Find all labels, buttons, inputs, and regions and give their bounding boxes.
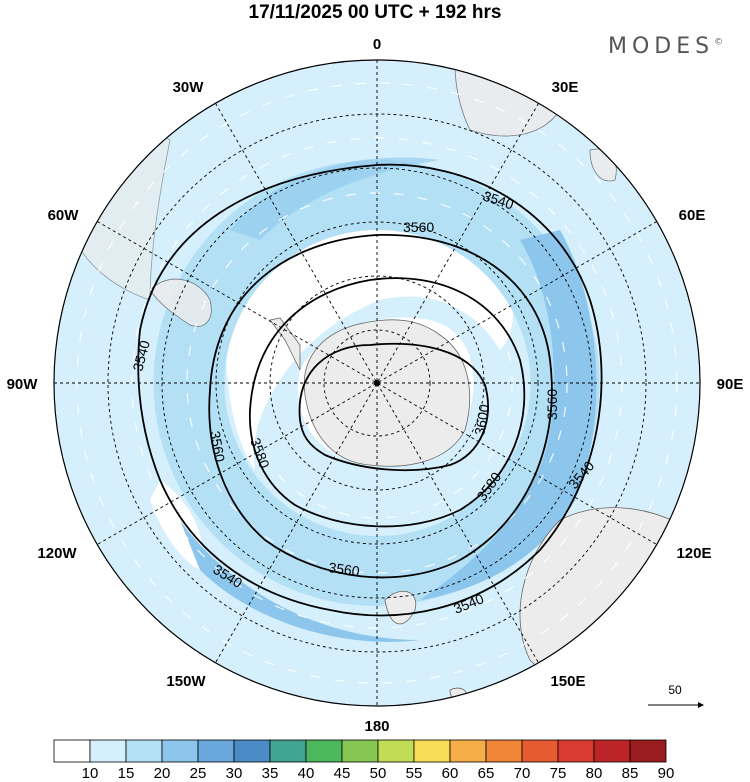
contour-3540 [137, 163, 603, 617]
colorbar-tick-label: 15 [118, 765, 135, 782]
contour-3560 [208, 234, 553, 579]
lon-label-90w: 90W [7, 376, 39, 393]
colorbar-swatch [485, 739, 523, 763]
contour-label: 3600 [471, 403, 492, 437]
colorbar-swatch [557, 739, 595, 763]
wind-reference-label: 50 [668, 683, 682, 697]
contour-label: 3560 [328, 559, 361, 579]
modes-logo: MODES© [608, 34, 723, 59]
colorbar-tick-label: 60 [442, 765, 459, 782]
lon-label-120e: 120E [676, 545, 711, 562]
south-pole-marker [374, 380, 380, 386]
contour-label: 3560 [544, 389, 560, 420]
colorbar-swatch [593, 739, 631, 763]
wind-speed-band-10 [226, 197, 514, 471]
colorbar-tick-label: 25 [190, 765, 207, 782]
antarctica [303, 319, 471, 467]
height-contours [137, 163, 603, 617]
map-title: 17/11/2025 00 UTC + 192 hrs [248, 2, 502, 23]
wind-reference: 50 [648, 683, 704, 708]
colorbar-swatch [233, 739, 271, 763]
colorbar-swatch [161, 739, 199, 763]
colorbar-swatch [377, 739, 415, 763]
colorbar-tick-label: 35 [262, 765, 279, 782]
wind-speed-band-10 [150, 480, 203, 570]
colorbar-swatch [629, 739, 667, 763]
lon-label-30e: 30E [552, 79, 579, 96]
colorbar-tick-label: 30 [226, 765, 243, 782]
colorbar-tick-label: 20 [154, 765, 171, 782]
colorbar-tick-label: 90 [658, 765, 675, 782]
contour-label: 3560 [403, 219, 434, 235]
colorbar-swatch [521, 739, 559, 763]
colorbar-tick-label: 10 [82, 765, 99, 782]
australia [519, 507, 694, 703]
colorbar-swatch [89, 739, 127, 763]
colorbar-tick-label: 70 [514, 765, 531, 782]
colorbar-swatch [449, 739, 487, 763]
lon-label-30w: 30W [173, 79, 205, 96]
lon-label-120w: 120W [37, 545, 77, 562]
colorbar-tick-label: 55 [406, 765, 423, 782]
colorbar-swatch [125, 739, 163, 763]
brand-text: MODES [608, 34, 715, 59]
contour-label: 3540 [129, 338, 153, 372]
lon-label-180: 180 [364, 718, 389, 735]
colorbar-swatch [197, 739, 235, 763]
brand-mark: © [714, 37, 724, 48]
colorbar-tick-label: 50 [370, 765, 387, 782]
contour-3580 [249, 277, 526, 528]
colorbar-swatch [341, 739, 379, 763]
colorbar-tick-label: 45 [334, 765, 351, 782]
colorbar-swatch [305, 739, 343, 763]
map-boundary [53, 59, 701, 707]
map-disc: 3540 3560 3540 3560 3580 3560 3600 3580 … [54, 60, 700, 706]
longitude-labels: 0 30E 60E 90E 120E 150E 180 150W 120W 90… [7, 36, 744, 735]
wind-arrows [76, 82, 678, 684]
colorbar-swatch [269, 739, 307, 763]
contour-3600 [298, 342, 489, 472]
colorbar-tick-label: 75 [550, 765, 567, 782]
wind-speed-band-20 [153, 160, 600, 606]
lon-label-0: 0 [373, 36, 381, 53]
colorbar-swatch [413, 739, 451, 763]
antarctic-peninsula [269, 317, 301, 371]
colorbar-tick-label: 85 [622, 765, 639, 782]
colorbar-swatch [53, 739, 91, 763]
colorbar-tick-label: 80 [586, 765, 603, 782]
lon-label-60w: 60W [48, 207, 80, 224]
lon-label-150w: 150W [166, 673, 206, 690]
lon-label-90e: 90E [717, 376, 744, 393]
colorbar: 10 15 20 25 30 35 40 45 50 55 60 65 70 75 80 85 90 [53, 739, 675, 782]
colorbar-tick-label: 65 [478, 765, 495, 782]
colorbar-tick-label: 40 [298, 765, 315, 782]
wind-speed-band-25 [180, 520, 420, 642]
contour-label: 3560 [207, 430, 228, 464]
south-america-tip [149, 278, 212, 327]
lon-label-150e: 150E [550, 673, 585, 690]
lon-label-60e: 60E [679, 207, 706, 224]
